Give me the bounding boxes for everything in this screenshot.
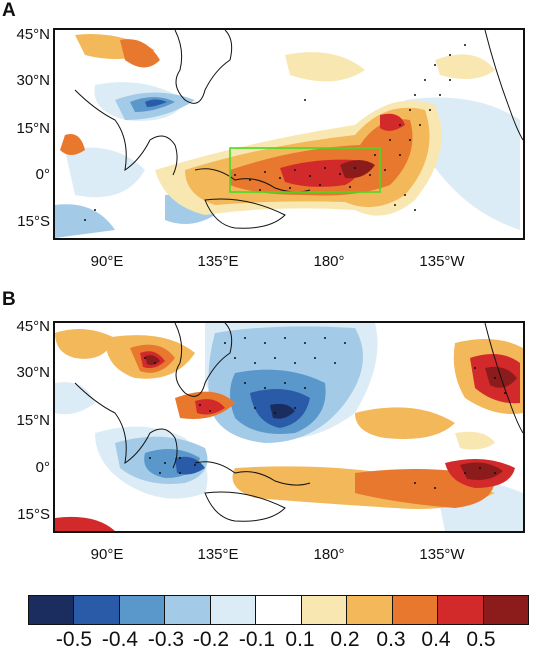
panel-b-letter: B [2,289,16,310]
colorbar-swatch [165,596,211,624]
panel-a-map [53,28,525,240]
colorbar-label: 0.4 [421,628,451,651]
panel-b-map [53,321,525,533]
panel-a-lat-tick: 15°N [16,120,50,137]
panel-a-lat-tick: 45°N [16,26,50,43]
colorbar-label: -0.1 [238,628,276,651]
colorbar-label: 0.1 [285,628,315,651]
colorbar-swatch [256,596,302,624]
colorbar-label: -0.3 [147,628,185,651]
colorbar-label: -0.5 [55,628,93,651]
panel-a-field [55,30,523,238]
panel-b-stipple [144,337,506,489]
panel-b-lon-tick: 135°E [197,546,239,563]
panel-a-lon-tick: 135°E [197,253,239,270]
panel-b-lon-tick: 90°E [90,546,124,563]
panel-a-lon-tick: 180° [313,253,345,270]
colorbar-swatch [210,596,257,624]
panel-a-lat-tick: 30°N [16,72,50,89]
panel-b-lat-tick: 15°S [17,506,50,523]
colorbar-label: -0.2 [192,628,230,651]
panel-a-stipple [84,44,466,221]
colorbar-label: 0.2 [330,628,360,651]
panel-a-lon-tick: 135°W [419,253,465,270]
colorbar-swatch [347,596,393,624]
colorbar-swatch [438,596,484,624]
panel-b-lon-tick: 135°W [419,546,465,563]
panel-a-lat-tick: 15°S [17,213,50,230]
colorbar-swatch [301,596,348,624]
panel-b-lat-tick: 45°N [16,318,50,335]
panel-b-lon-tick: 180° [313,546,345,563]
panel-a-lat-tick: 0° [35,166,50,183]
colorbar-label: 0.5 [466,628,496,651]
colorbar-swatch [483,596,528,624]
colorbar-label: 0.3 [376,628,406,651]
panel-a-lon-tick: 90°E [90,253,124,270]
panel-b-lat-tick: 15°N [16,412,50,429]
colorbar-swatch [29,596,75,624]
colorbar-swatch [74,596,120,624]
panel-b-field [55,323,523,531]
panel-a-letter: A [2,0,16,21]
colorbar [28,595,529,625]
colorbar-swatch [119,596,166,624]
panel-b-lat-tick: 0° [35,459,50,476]
panel-b-lat-tick: 30°N [16,364,50,381]
colorbar-swatch [392,596,439,624]
nino-box-outline [229,147,381,193]
colorbar-label: -0.4 [101,628,139,651]
